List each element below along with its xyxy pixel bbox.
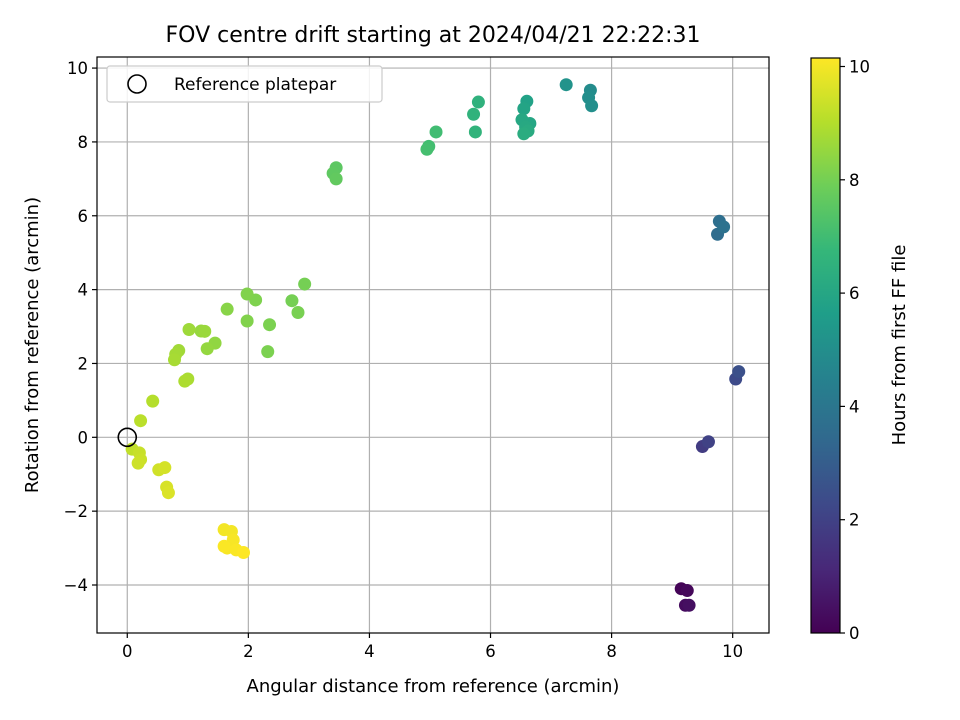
- x-tick-label: 2: [243, 642, 254, 661]
- scatter-point: [680, 584, 694, 598]
- legend-box: [106, 65, 383, 103]
- scatter-point: [240, 314, 254, 328]
- colorbar-label: Hours from first FF file: [889, 245, 910, 446]
- scatter-point: [467, 107, 481, 121]
- scatter-point: [291, 306, 305, 320]
- colorbar-tick-label: 0: [849, 624, 860, 643]
- plot-frame: [96, 56, 770, 634]
- legend-label-reference: Reference platepar: [174, 75, 336, 95]
- scatter-point: [585, 99, 599, 113]
- y-tick-label: 8: [78, 133, 89, 152]
- scatter-point: [161, 486, 175, 500]
- scatter-point: [261, 345, 275, 359]
- y-tick-label: −4: [64, 576, 88, 595]
- scatter-point: [146, 394, 160, 408]
- y-tick-label: 6: [78, 207, 89, 226]
- scatter-point: [285, 294, 299, 308]
- scatter-point: [134, 414, 148, 428]
- scatter-point: [717, 220, 731, 234]
- scatter-points: [125, 78, 746, 612]
- colorbar-tick-label: 8: [849, 171, 860, 190]
- y-tick-label: 2: [78, 354, 89, 373]
- colorbar-gradient: [810, 57, 841, 634]
- x-tick-label: 4: [364, 642, 375, 661]
- scatter-point: [559, 78, 573, 92]
- plot-area: 0 2 4 6 8 10 −4 −2 0 2 4 6 8 10: [64, 56, 770, 661]
- colorbar-tick-label: 10: [849, 57, 870, 76]
- scatter-point: [517, 102, 531, 116]
- y-axis-ticks: −4 −2 0 2 4 6 8 10: [64, 59, 97, 595]
- scatter-point: [131, 456, 145, 470]
- y-tick-label: 4: [78, 281, 89, 300]
- scatter-point: [217, 539, 231, 553]
- scatter-point: [263, 318, 277, 332]
- scatter-point: [429, 125, 443, 139]
- colorbar-tick-label: 6: [849, 284, 860, 303]
- x-tick-label: 10: [722, 642, 743, 661]
- reference-platepar-marker: [117, 427, 138, 448]
- y-tick-label: −2: [64, 502, 88, 521]
- scatter-point: [420, 142, 434, 156]
- scatter-point: [220, 302, 234, 316]
- colorbar-tick-label: 2: [849, 511, 860, 530]
- x-tick-label: 6: [485, 642, 496, 661]
- scatter-point: [240, 287, 254, 301]
- scatter-point: [701, 435, 715, 449]
- x-axis-label: Angular distance from reference (arcmin): [247, 676, 620, 697]
- scatter-point: [732, 365, 746, 379]
- scatter-point: [517, 127, 531, 141]
- legend: Reference platepar: [106, 65, 383, 103]
- y-tick-label: 0: [78, 428, 89, 447]
- scatter-point: [682, 598, 696, 612]
- y-axis-label: Rotation from reference (arcmin): [22, 197, 43, 493]
- grid-lines: [97, 57, 769, 633]
- scatter-point: [178, 374, 192, 388]
- scatter-point: [468, 125, 482, 139]
- scatter-point: [158, 461, 172, 475]
- chart-title: FOV centre drift starting at 2024/04/21 …: [166, 23, 701, 48]
- x-tick-label: 8: [606, 642, 617, 661]
- scatter-point: [200, 342, 214, 356]
- scatter-point: [329, 172, 343, 186]
- colorbar-tick-label: 4: [849, 397, 860, 416]
- colorbar-ticks: 0 2 4 6 8 10: [840, 57, 870, 643]
- y-tick-label: 10: [67, 59, 88, 78]
- scatter-point: [471, 95, 485, 109]
- scatter-point: [237, 546, 251, 560]
- legend-marker-reference: [127, 74, 147, 94]
- scatter-point: [167, 353, 181, 367]
- scatter-point: [182, 322, 196, 336]
- x-axis-ticks: 0 2 4 6 8 10: [122, 633, 743, 661]
- scatter-point: [198, 324, 212, 338]
- x-tick-label: 0: [122, 642, 133, 661]
- scatter-point: [298, 277, 312, 291]
- colorbar: 0 2 4 6 8 10 Hours from first FF file: [810, 57, 910, 643]
